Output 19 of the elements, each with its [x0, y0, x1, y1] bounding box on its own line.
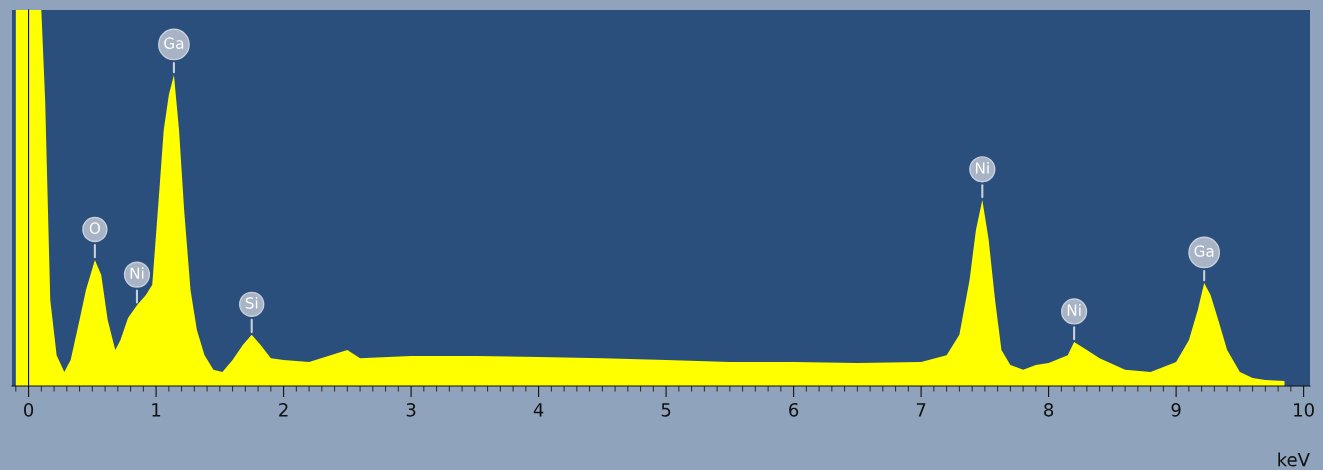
annotation: O [89, 222, 101, 234]
x-tick-label: 9 [1171, 402, 1181, 417]
annotation: Ni [1067, 304, 1081, 316]
x-tick-label: 6 [789, 402, 799, 417]
x-tick-label: 2 [279, 402, 288, 417]
annotation: Ni [130, 267, 144, 279]
x-tick-label: 8 [1044, 402, 1054, 417]
x-tick-label: 4 [533, 403, 544, 417]
x-axis-title: keV [1278, 452, 1310, 467]
x-tick-label: 7 [916, 403, 926, 417]
annotation: Ga [1194, 245, 1214, 257]
x-tick-label: 1 [152, 403, 161, 417]
x-tick-label: 10 [1294, 402, 1314, 417]
x-tick-label: 3 [406, 402, 416, 417]
annotation: Ni [975, 161, 989, 174]
x-tick-label: 0 [24, 402, 34, 417]
annotation: Ga [164, 37, 184, 49]
annotation: Si [245, 296, 258, 309]
x-tick-label: 5 [661, 403, 671, 417]
